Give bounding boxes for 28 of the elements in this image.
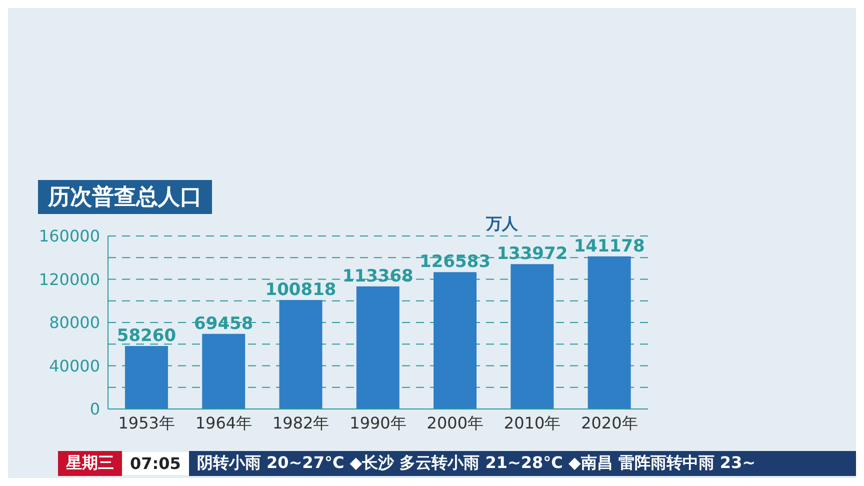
bar [434, 272, 477, 409]
data-label: 126583 [420, 252, 491, 272]
x-tick-label: 2020年 [581, 413, 638, 432]
chart-title: 历次普查总人口 [38, 180, 212, 214]
bar [356, 286, 400, 409]
x-tick-label: 2010年 [504, 413, 561, 432]
bar [279, 300, 322, 409]
x-tick-label: 1953年 [118, 413, 175, 432]
data-label: 141178 [574, 236, 645, 256]
y-axis-title: 万人 [486, 214, 518, 235]
y-tick-label: 40000 [49, 356, 100, 376]
x-tick-label: 1990年 [350, 413, 406, 432]
y-tick-label: 80000 [49, 313, 100, 332]
data-label: 100818 [265, 280, 336, 300]
x-tick-label: 1982年 [272, 413, 330, 432]
data-label: 58260 [116, 326, 176, 346]
y-tick-label: 0 [90, 400, 100, 419]
bar [202, 334, 246, 409]
bar [510, 264, 554, 409]
bar [588, 256, 631, 409]
x-tick-label: 1964年 [195, 413, 252, 432]
data-label: 113368 [342, 266, 414, 286]
data-label: 133972 [496, 244, 568, 264]
news-ticker: 星期三 07:05 阴转小雨 20~27°C ◆长沙 多云转小雨 21~28°C ◆南昌 雷阵雨转中雨 23~ [58, 450, 856, 476]
y-tick-label: 120000 [38, 270, 100, 289]
bar [124, 346, 168, 409]
y-tick-label: 160000 [38, 226, 100, 246]
x-tick-label: 2000年 [426, 413, 484, 432]
